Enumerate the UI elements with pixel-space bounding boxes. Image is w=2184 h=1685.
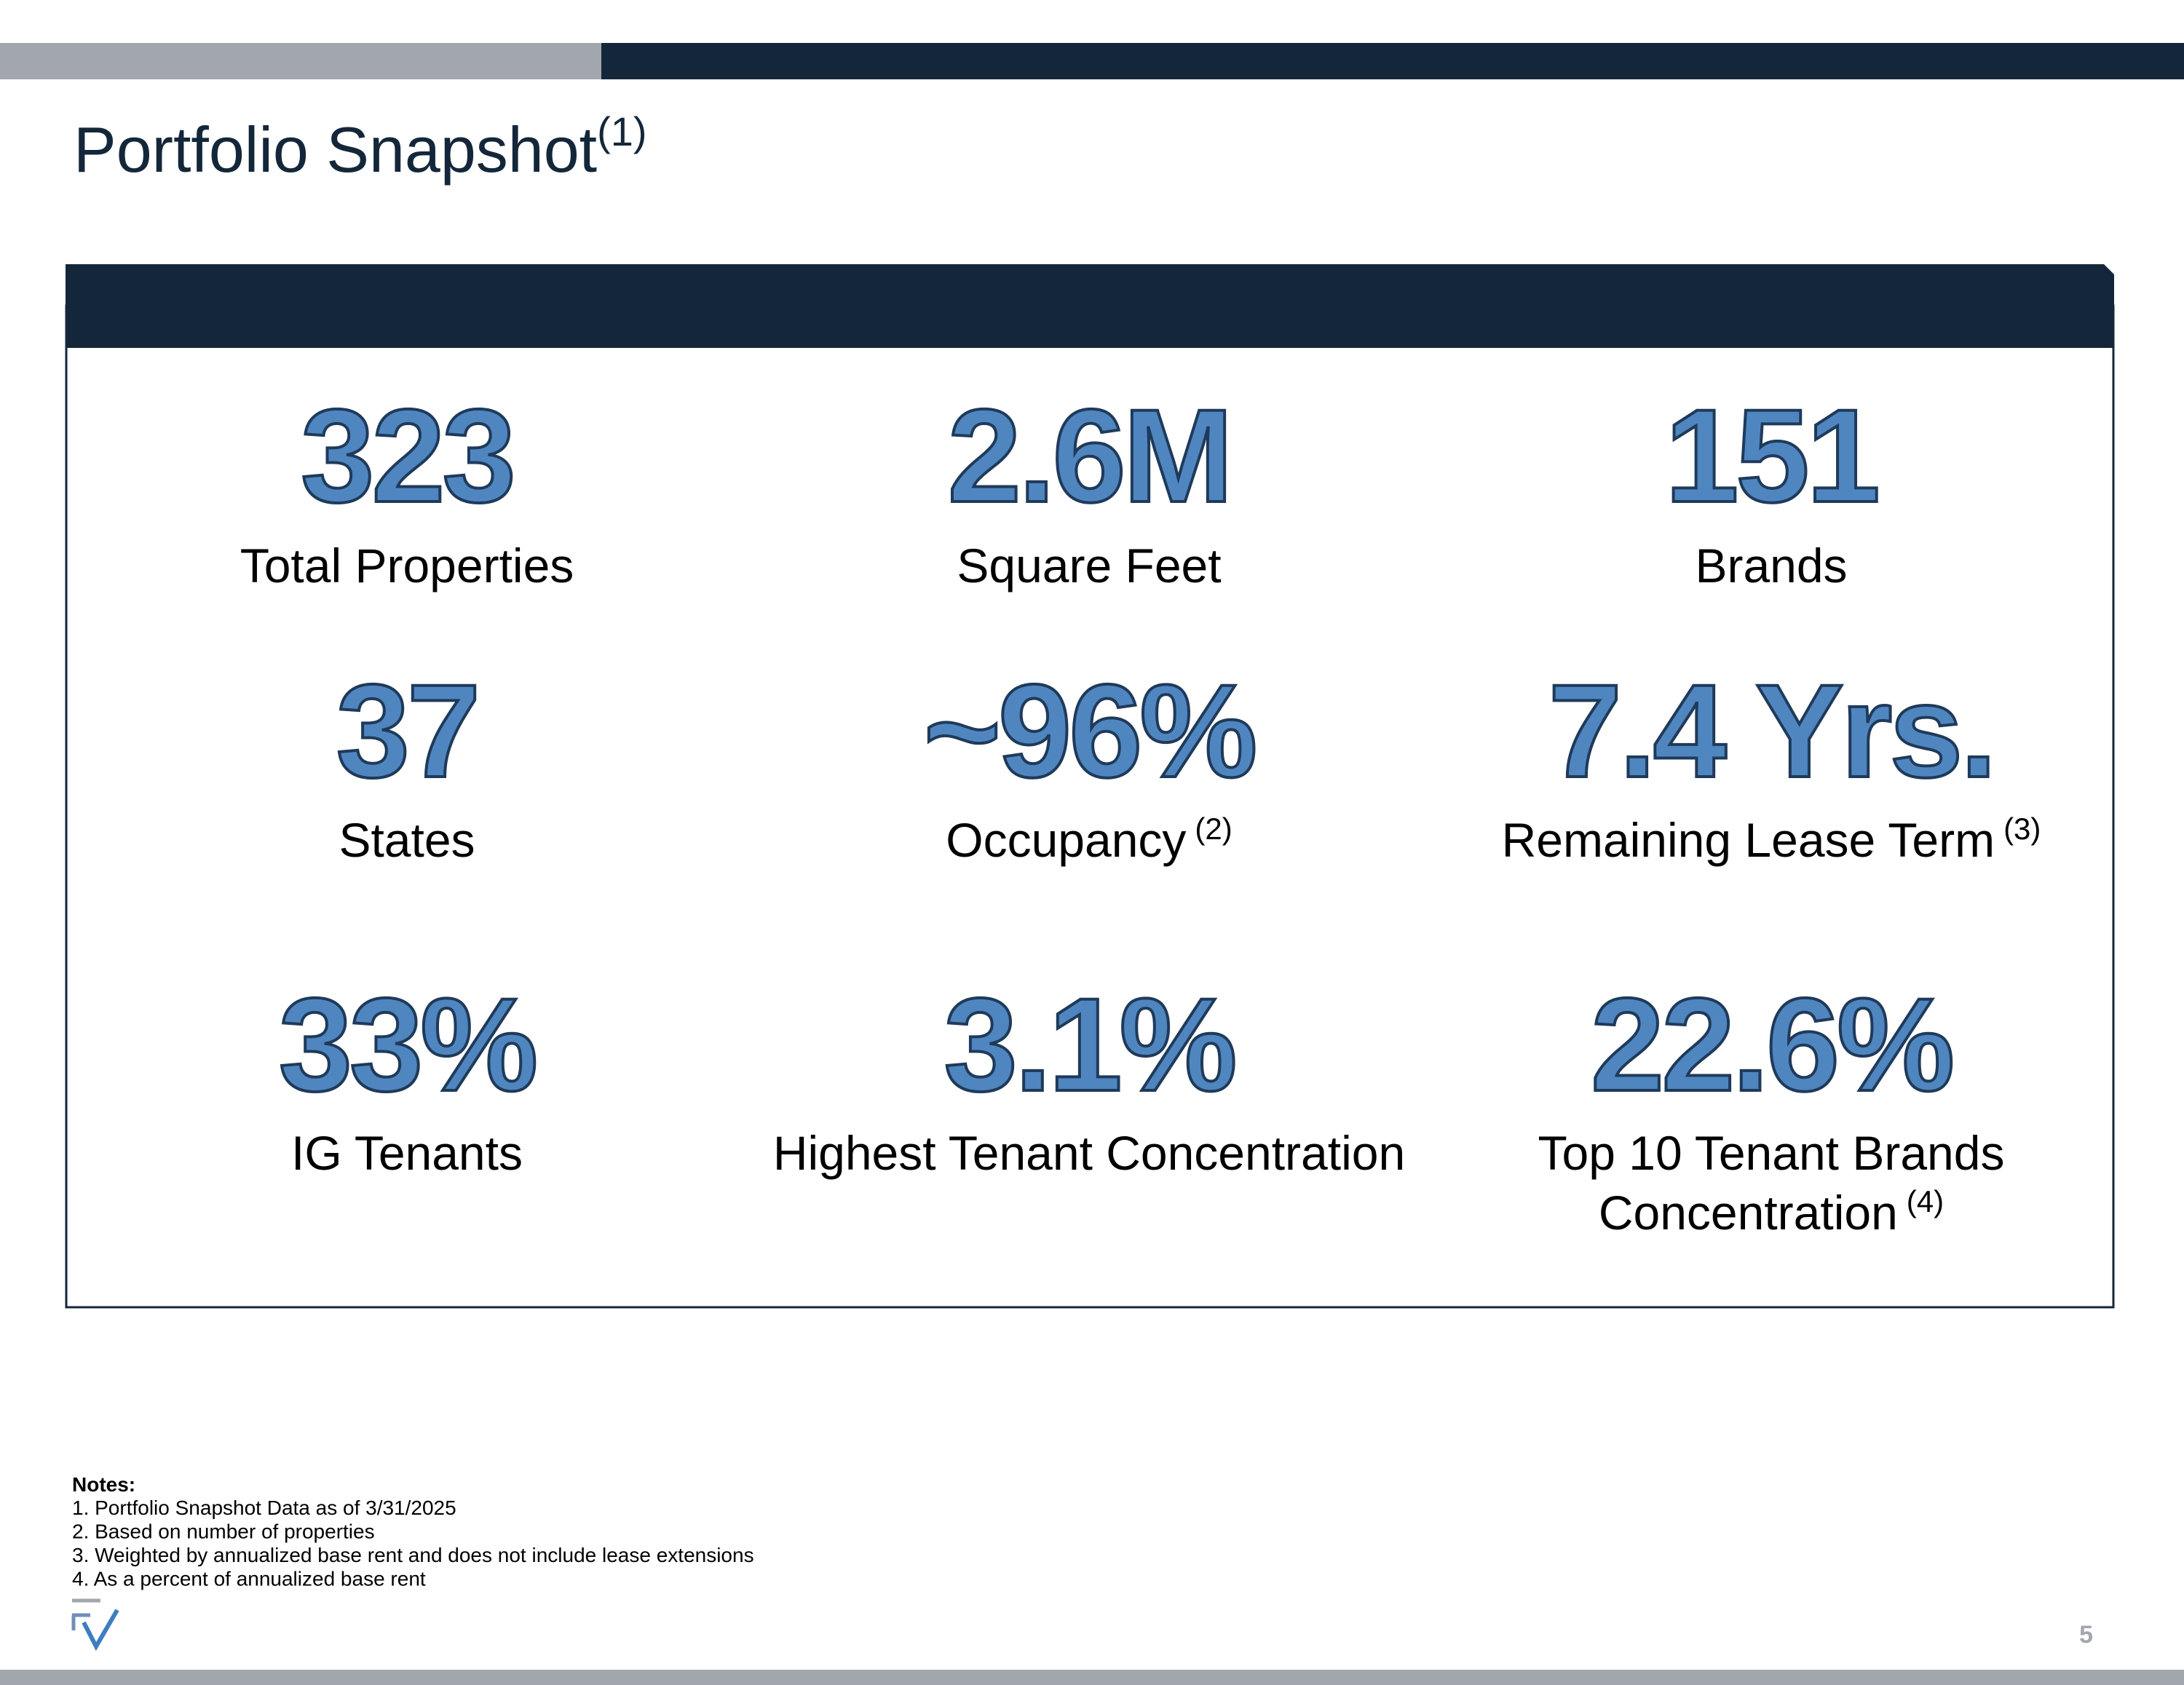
stat-note: (3) [2003,812,2041,846]
stat-value: 33% [279,970,535,1119]
top-bar-dark [601,43,2184,79]
stat-note: (4) [1907,1184,1944,1218]
stats-box [65,304,2115,1309]
stat-label-text: States [339,813,475,867]
stat-label: States [339,813,475,867]
stat-label: Highest Tenant Concentration [773,1126,1405,1180]
stat-label-text: IG Tenants [291,1126,523,1180]
logo [71,1598,119,1652]
title-note: (1) [597,108,646,154]
stats-grid: 323 Total Properties 2.6M Square Feet 151 Bra… [240,380,2041,1240]
note-item: 3. Weighted by annualized base rent and … [72,1544,754,1566]
top-bar-gray [0,43,601,79]
note-item: 4. As a percent of annualized base rent [72,1568,426,1590]
stat-value: 151 [1665,381,1878,530]
stat-value: 7.4 Yrs. [1548,657,1994,805]
stat-label: Brands [1695,539,1847,592]
stat-value: 3.1% [944,970,1235,1119]
stat-value: 323 [301,381,513,530]
note-item: 2. Based on number of properties [72,1521,375,1543]
stat-note: (2) [1195,812,1232,846]
note-item: 1. Portfolio Snapshot Data as of 3/31/20… [72,1496,456,1519]
stat-value: ~96% [924,657,1255,805]
notes-heading: Notes: [72,1473,135,1496]
stat-label-text: Top 10 Tenant Brands [1538,1126,2005,1180]
page-number: 5 [2079,1621,2093,1649]
bottom-bar [0,1670,2184,1685]
stat-value: 37 [336,657,478,805]
stat-label: Occupancy (2) [946,812,1233,867]
stat-label-text: Remaining Lease Term [1502,813,1995,867]
stat-value: 22.6% [1591,970,1952,1119]
stat-label: Square Feet [957,539,1221,592]
stat-label-text: Brands [1695,539,1847,592]
stat-label: Top 10 Tenant Brands [1538,1126,2005,1180]
stat-label: IG Tenants [291,1126,523,1180]
notes: Notes:1. Portfolio Snapshot Data as of 3… [72,1473,754,1590]
stat-label: Remaining Lease Term (3) [1502,812,2041,867]
stat-label-text: Square Feet [957,539,1221,592]
stat-label-text: Total Properties [240,539,574,592]
stat-label: Concentration (4) [1599,1184,1944,1240]
stat-label-text: Occupancy [946,813,1186,867]
stat-label-text: Concentration [1599,1186,1898,1240]
title-text: Portfolio Snapshot [74,114,597,186]
stat-label: Total Properties [240,539,574,592]
stat-label-text: Highest Tenant Concentration [773,1126,1405,1180]
stats-header-band [66,264,2114,348]
slide-title: Portfolio Snapshot(1) [74,108,647,186]
stat-value: 2.6M [948,381,1231,530]
